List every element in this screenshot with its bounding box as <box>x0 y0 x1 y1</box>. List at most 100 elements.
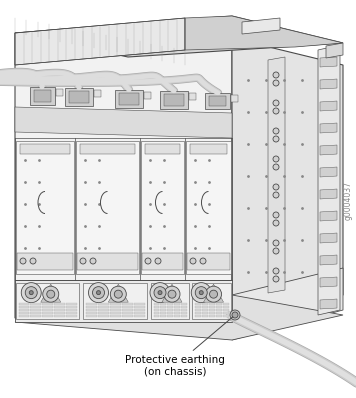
Circle shape <box>89 283 109 302</box>
Circle shape <box>90 258 96 264</box>
Polygon shape <box>42 302 53 304</box>
Polygon shape <box>15 280 232 322</box>
Polygon shape <box>66 314 77 316</box>
Polygon shape <box>320 57 337 67</box>
Polygon shape <box>209 308 215 310</box>
Polygon shape <box>201 306 208 308</box>
Circle shape <box>273 72 279 78</box>
Polygon shape <box>65 88 93 106</box>
Polygon shape <box>222 302 229 304</box>
Circle shape <box>273 212 279 218</box>
Polygon shape <box>181 308 187 310</box>
Polygon shape <box>30 306 41 308</box>
Polygon shape <box>66 306 77 308</box>
Circle shape <box>150 283 170 302</box>
Polygon shape <box>174 312 180 314</box>
Polygon shape <box>110 308 120 310</box>
Polygon shape <box>20 144 70 154</box>
Polygon shape <box>320 233 337 243</box>
Polygon shape <box>222 312 229 314</box>
Circle shape <box>273 276 279 282</box>
Polygon shape <box>34 90 51 102</box>
Polygon shape <box>167 306 173 308</box>
Circle shape <box>273 192 279 198</box>
Polygon shape <box>110 302 120 304</box>
Polygon shape <box>201 308 208 310</box>
Polygon shape <box>134 302 145 304</box>
Polygon shape <box>110 314 120 316</box>
Polygon shape <box>80 144 135 154</box>
Circle shape <box>110 286 126 302</box>
Polygon shape <box>194 306 200 308</box>
Polygon shape <box>66 312 77 314</box>
Polygon shape <box>187 253 230 270</box>
Circle shape <box>21 283 41 302</box>
Polygon shape <box>121 312 132 314</box>
Polygon shape <box>153 312 159 314</box>
Text: g0004037: g0004037 <box>344 181 352 220</box>
Polygon shape <box>194 308 200 310</box>
Polygon shape <box>189 93 196 100</box>
Circle shape <box>273 156 279 162</box>
Polygon shape <box>160 306 166 308</box>
Polygon shape <box>19 306 29 308</box>
Polygon shape <box>16 283 79 319</box>
Polygon shape <box>30 308 41 310</box>
Polygon shape <box>181 312 187 314</box>
Polygon shape <box>134 314 145 316</box>
Polygon shape <box>69 91 89 103</box>
Circle shape <box>154 287 166 298</box>
Circle shape <box>210 290 218 298</box>
Circle shape <box>158 291 162 295</box>
Polygon shape <box>194 314 200 316</box>
Circle shape <box>43 286 59 302</box>
Polygon shape <box>19 308 29 310</box>
Polygon shape <box>320 79 337 89</box>
Circle shape <box>195 287 207 298</box>
Polygon shape <box>144 92 151 99</box>
Polygon shape <box>134 306 145 308</box>
Polygon shape <box>42 306 53 308</box>
Circle shape <box>29 291 33 295</box>
Polygon shape <box>162 284 182 302</box>
Circle shape <box>199 291 203 295</box>
Circle shape <box>273 100 279 106</box>
Polygon shape <box>222 308 229 310</box>
Polygon shape <box>145 144 180 154</box>
Polygon shape <box>54 314 65 316</box>
Polygon shape <box>54 308 65 310</box>
Polygon shape <box>181 306 187 308</box>
Polygon shape <box>153 314 159 316</box>
Polygon shape <box>121 306 132 308</box>
Polygon shape <box>209 306 215 308</box>
Polygon shape <box>85 302 96 304</box>
Polygon shape <box>231 95 238 102</box>
Polygon shape <box>222 306 229 308</box>
Circle shape <box>273 184 279 190</box>
Polygon shape <box>160 312 166 314</box>
Polygon shape <box>232 268 343 340</box>
Polygon shape <box>134 308 145 310</box>
Polygon shape <box>15 33 232 322</box>
Polygon shape <box>98 312 109 314</box>
Polygon shape <box>16 141 74 274</box>
Polygon shape <box>174 308 180 310</box>
Circle shape <box>145 258 151 264</box>
Polygon shape <box>54 302 65 304</box>
Polygon shape <box>201 312 208 314</box>
Polygon shape <box>15 107 232 138</box>
Polygon shape <box>215 308 221 310</box>
Polygon shape <box>85 312 96 314</box>
Circle shape <box>273 240 279 246</box>
Polygon shape <box>160 308 166 310</box>
Polygon shape <box>30 302 41 304</box>
Circle shape <box>20 258 26 264</box>
Polygon shape <box>318 45 340 315</box>
Polygon shape <box>160 314 166 316</box>
Polygon shape <box>121 314 132 316</box>
Polygon shape <box>19 302 29 304</box>
Polygon shape <box>56 89 63 96</box>
Polygon shape <box>153 308 159 310</box>
Polygon shape <box>85 308 96 310</box>
Polygon shape <box>54 306 65 308</box>
